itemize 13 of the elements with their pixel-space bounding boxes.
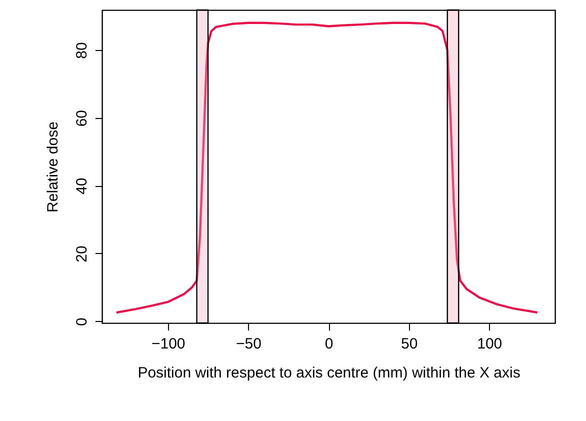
y-tick-label: 0 bbox=[74, 318, 90, 326]
x-tick-label: 100 bbox=[477, 336, 502, 352]
y-axis-title: Relative dose bbox=[44, 122, 62, 212]
x-axis-title: Position with respect to axis centre (mm) within the X axis bbox=[138, 364, 520, 382]
y-tick-label: 80 bbox=[74, 42, 90, 59]
x-tick-label: 50 bbox=[400, 336, 418, 352]
y-tick-label: 60 bbox=[74, 110, 90, 127]
x-tick-label: −50 bbox=[236, 336, 262, 352]
y-tick-label: 20 bbox=[74, 246, 90, 262]
line-series bbox=[115, 22, 538, 314]
x-tick-label: −100 bbox=[151, 336, 186, 352]
x-tick-label: 0 bbox=[324, 336, 334, 352]
y-tick-label: 40 bbox=[74, 178, 90, 195]
